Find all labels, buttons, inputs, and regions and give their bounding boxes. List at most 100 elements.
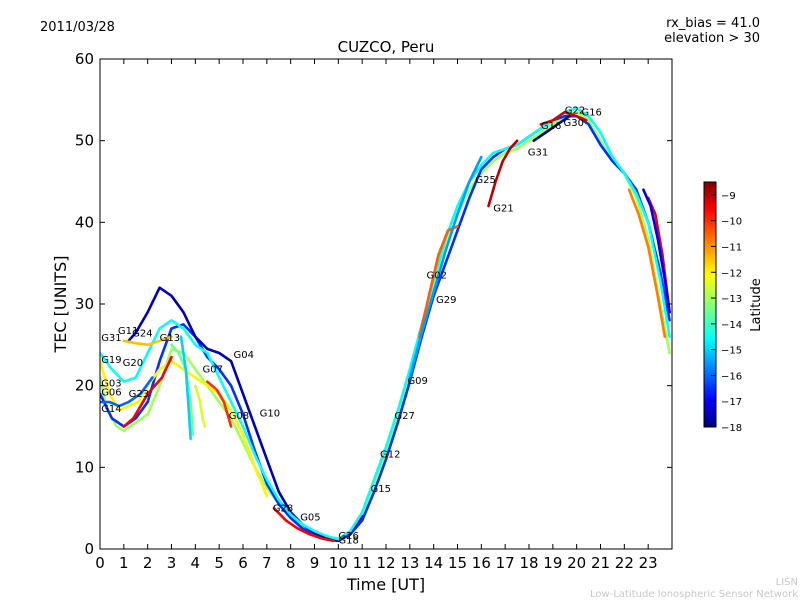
lisn-watermark: LISN [776, 577, 798, 588]
satellite-label-g14: G14 [101, 404, 121, 415]
x-tick-label: 4 [191, 554, 201, 572]
satellite-label-g19: G19 [101, 355, 121, 366]
x-tick-label: 15 [448, 554, 467, 572]
satellite-label-g23: G23 [129, 389, 149, 400]
satellite-label-g24: G24 [132, 329, 152, 340]
x-tick-label: 0 [95, 554, 105, 572]
date-label: 2011/03/28 [40, 20, 115, 35]
satellite-label-g02: G02 [427, 271, 447, 282]
y-tick-label: 10 [75, 458, 94, 476]
x-tick-label: 5 [214, 554, 224, 572]
colorbar [703, 181, 717, 428]
satellite-label-g31: G31 [101, 333, 121, 344]
lisn-network-watermark: Low-Latitude Ionospheric Sensor Network [590, 589, 798, 600]
x-tick-label: 17 [496, 554, 515, 572]
satellite-label-g09: G09 [407, 376, 427, 387]
satellite-label-g12: G12 [380, 450, 400, 461]
satellite-label-g22: G22 [565, 106, 585, 117]
satellite-label-g16: G16 [581, 107, 601, 118]
satellite-label-g28: G28 [273, 503, 293, 514]
x-axis-label: Time [UT] [346, 575, 425, 594]
colorbar-tick-label: −14 [721, 320, 742, 331]
satellite-label-g05: G05 [300, 512, 320, 523]
tec-series-trace-08 [122, 355, 173, 428]
y-tick-label: 20 [75, 377, 94, 395]
x-tick-label: 9 [310, 554, 320, 572]
tec-series-trace-11 [539, 110, 588, 126]
satellite-label-g21: G21 [493, 204, 513, 215]
satellite-label-g16: G16 [541, 121, 561, 132]
x-tick-label: 22 [615, 554, 634, 572]
x-tick-label: 19 [543, 554, 562, 572]
plot-frame [99, 58, 673, 550]
x-tick-label: 21 [591, 554, 610, 572]
x-tick-label: 11 [353, 554, 372, 572]
series-layer [100, 106, 671, 543]
satellite-label-g07: G07 [202, 365, 222, 376]
y-tick-label: 60 [75, 50, 94, 68]
y-tick-label: 40 [75, 213, 94, 231]
colorbar-tick-label: −11 [721, 242, 742, 253]
satellite-label-g08: G08 [229, 411, 249, 422]
tec-series-trace-02 [100, 114, 671, 543]
colorbar-tick-label: −17 [721, 397, 742, 408]
satellite-label-g30: G30 [564, 118, 584, 129]
satellite-label-g26: G26 [338, 531, 358, 542]
tec-series-trace-12 [532, 114, 571, 142]
tec-series-trace-13 [627, 188, 667, 338]
y-axis: 0 10 20 30 40 50 60 [75, 50, 672, 558]
x-tick-label: 1 [119, 554, 129, 572]
satellite-label-g31: G31 [528, 147, 548, 158]
satellite-label-g15: G15 [371, 484, 391, 495]
rx-bias-label: rx_bias = 41.0 [666, 16, 760, 31]
colorbar-tick-label: −10 [721, 217, 742, 228]
x-tick-label: 2 [143, 554, 153, 572]
tec-series-trace-19 [194, 384, 207, 428]
x-tick-label: 20 [567, 554, 586, 572]
colorbar-tick-label: −12 [721, 268, 742, 279]
tec-series-trace-05 [100, 359, 269, 498]
satellite-label-g27: G27 [394, 411, 414, 422]
satellite-label-g25: G25 [475, 175, 495, 186]
x-tick-label: 23 [639, 554, 658, 572]
colorbar-ticks: −9 −10 −11 −12 −13 −14 −15 −16 −17 −18 [711, 191, 742, 434]
x-tick-label: 12 [376, 554, 395, 572]
tec-series-trace-07 [206, 380, 233, 428]
satellite-label-g18: G18 [338, 535, 358, 546]
x-tick-label: 18 [519, 554, 538, 572]
colorbar-tick-label: −16 [721, 371, 742, 382]
x-tick-label: 8 [286, 554, 296, 572]
colorbar-tick-label: −13 [721, 294, 742, 305]
satellite-label-g06: G06 [101, 387, 121, 398]
y-axis-label: TEC [UNITS] [51, 256, 70, 354]
satellite-label-g10: G10 [260, 409, 280, 420]
colorbar-tick-label: −9 [721, 191, 736, 202]
satellite-label-g13: G13 [160, 333, 180, 344]
x-tick-label: 6 [238, 554, 248, 572]
colorbar-tick-label: −15 [721, 346, 742, 357]
y-tick-label: 0 [84, 540, 94, 558]
x-tick-label: 3 [167, 554, 177, 572]
tec-series-trace-10 [487, 139, 519, 208]
tec-series-trace-04 [100, 106, 671, 541]
satellite-label-g11: G11 [118, 326, 138, 337]
tec-series-trace-16 [408, 155, 483, 379]
tec-series-trace-18 [179, 335, 192, 441]
tec-series-trace-09 [418, 225, 459, 338]
tec-series-trace-06 [272, 506, 335, 543]
colorbar-label: Latitude [749, 278, 764, 332]
tec-series-trace-01 [100, 110, 671, 540]
satellite-label-g04: G04 [233, 350, 253, 361]
colorbar-tick-label: −18 [721, 423, 742, 434]
y-tick-label: 30 [75, 295, 94, 313]
chart-title: CUZCO, Peru [338, 38, 435, 56]
x-tick-label: 10 [329, 554, 348, 572]
x-tick-label: 7 [262, 554, 272, 572]
x-axis: 0 1 2 3 4 5 6 7 8 9 10 11 12 13 14 15 16 17 18 19 20 21 22 23 [95, 59, 658, 572]
elevation-label: elevation > 30 [664, 31, 760, 46]
tec-series-trace-03 [127, 286, 364, 543]
satellite-label-g29: G29 [436, 295, 456, 306]
x-tick-label: 14 [424, 554, 443, 572]
